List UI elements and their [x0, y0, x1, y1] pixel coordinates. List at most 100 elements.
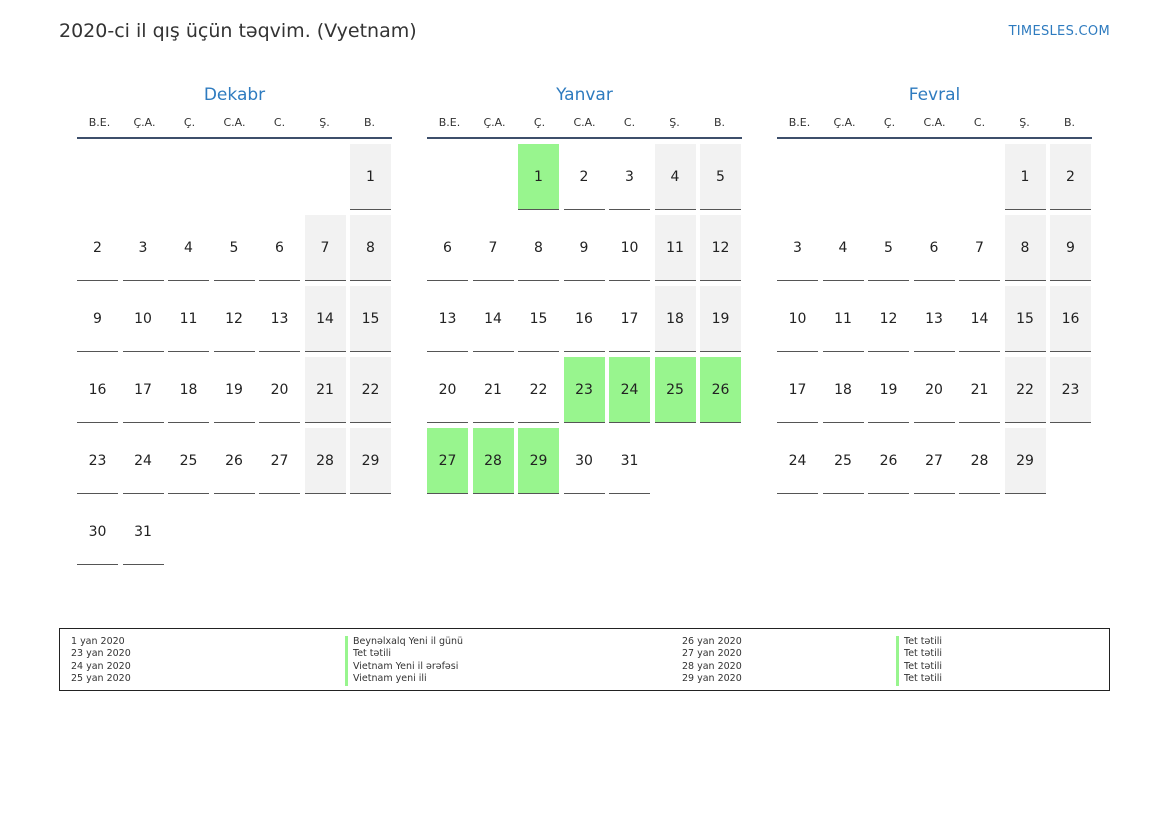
day-cell[interactable]: 15 — [518, 286, 559, 352]
day-cell[interactable]: 26 — [213, 428, 255, 494]
day-cell[interactable]: 24 — [609, 357, 650, 423]
day-cell[interactable]: 31 — [122, 499, 164, 565]
day-cell[interactable]: 7 — [472, 215, 514, 281]
day-cell[interactable]: 12 — [700, 215, 741, 281]
day-cell[interactable]: 21 — [304, 357, 346, 423]
empty-cell — [959, 144, 1000, 210]
day-cell[interactable]: 30 — [77, 499, 118, 565]
day-cell[interactable]: 1 — [518, 144, 559, 210]
day-cell[interactable]: 20 — [913, 357, 955, 423]
day-cell[interactable]: 5 — [700, 144, 741, 210]
legend-holiday-name: Tet tətili — [896, 648, 942, 661]
day-cell[interactable]: 25 — [168, 428, 209, 494]
day-cell[interactable]: 13 — [913, 286, 955, 352]
day-cell[interactable]: 28 — [304, 428, 346, 494]
day-cell[interactable]: 24 — [122, 428, 164, 494]
day-cell[interactable]: 23 — [77, 428, 118, 494]
day-cell[interactable]: 12 — [213, 286, 255, 352]
day-cell[interactable]: 17 — [777, 357, 818, 423]
day-cell[interactable]: 19 — [213, 357, 255, 423]
day-cell[interactable]: 18 — [168, 357, 209, 423]
day-cell[interactable]: 3 — [777, 215, 818, 281]
day-cell[interactable]: 20 — [427, 357, 468, 423]
day-cell[interactable]: 28 — [472, 428, 514, 494]
day-cell[interactable]: 26 — [868, 428, 909, 494]
day-cell[interactable]: 29 — [1004, 428, 1046, 494]
day-cell[interactable]: 20 — [259, 357, 300, 423]
day-cell[interactable]: 21 — [959, 357, 1000, 423]
day-cell[interactable]: 10 — [777, 286, 818, 352]
day-cell[interactable]: 4 — [654, 144, 696, 210]
day-cell[interactable]: 1 — [1004, 144, 1046, 210]
day-cell[interactable]: 8 — [518, 215, 559, 281]
day-cell[interactable]: 13 — [259, 286, 300, 352]
day-cell[interactable]: 29 — [350, 428, 391, 494]
day-cell[interactable]: 15 — [1004, 286, 1046, 352]
legend-dates-left: 1 yan 2020 23 yan 2020 24 yan 2020 25 yan 2… — [71, 636, 131, 686]
day-cell[interactable]: 16 — [77, 357, 118, 423]
day-cell[interactable]: 2 — [563, 144, 605, 210]
day-cell[interactable]: 9 — [563, 215, 605, 281]
site-link[interactable]: TIMESLES.COM — [1008, 24, 1110, 39]
day-cell[interactable]: 25 — [654, 357, 696, 423]
day-cell[interactable]: 2 — [1050, 144, 1091, 210]
day-cell[interactable]: 23 — [563, 357, 605, 423]
day-cell[interactable]: 11 — [168, 286, 209, 352]
day-cell[interactable]: 11 — [654, 215, 696, 281]
day-cell[interactable]: 8 — [350, 215, 391, 281]
day-cell[interactable]: 4 — [822, 215, 864, 281]
month-calendar: Fevral B.E. Ç.A. Ç. C.A. C. Ş. B. 1 2 3 4 5 6 7 8 9 10 11 1… — [777, 84, 1092, 494]
day-cell[interactable]: 27 — [427, 428, 468, 494]
day-cell[interactable]: 29 — [518, 428, 559, 494]
day-cell[interactable]: 25 — [822, 428, 864, 494]
legend-date: 26 yan 2020 — [682, 636, 742, 647]
day-cell[interactable]: 16 — [563, 286, 605, 352]
day-cell[interactable]: 11 — [822, 286, 864, 352]
day-cell[interactable]: 12 — [868, 286, 909, 352]
day-cell[interactable]: 21 — [472, 357, 514, 423]
day-cell[interactable]: 22 — [1004, 357, 1046, 423]
day-cell[interactable]: 10 — [609, 215, 650, 281]
day-cell[interactable]: 10 — [122, 286, 164, 352]
day-cell[interactable]: 13 — [427, 286, 468, 352]
day-cell[interactable]: 28 — [959, 428, 1000, 494]
day-cell[interactable]: 1 — [350, 144, 391, 210]
day-cell[interactable]: 19 — [700, 286, 741, 352]
day-cell[interactable]: 7 — [304, 215, 346, 281]
day-cell[interactable]: 6 — [913, 215, 955, 281]
day-cell[interactable]: 31 — [609, 428, 650, 494]
day-cell[interactable]: 6 — [427, 215, 468, 281]
day-cell[interactable]: 9 — [1050, 215, 1091, 281]
day-cell[interactable]: 22 — [350, 357, 391, 423]
day-cell[interactable]: 14 — [304, 286, 346, 352]
day-cell[interactable]: 18 — [822, 357, 864, 423]
day-cell[interactable]: 27 — [913, 428, 955, 494]
day-cell[interactable]: 26 — [700, 357, 741, 423]
day-cell[interactable]: 17 — [122, 357, 164, 423]
day-cell[interactable]: 30 — [563, 428, 605, 494]
day-cell[interactable]: 4 — [168, 215, 209, 281]
day-cell[interactable]: 9 — [77, 286, 118, 352]
empty-cell — [123, 144, 164, 210]
weekday-label: C. — [273, 116, 286, 129]
day-cell[interactable]: 5 — [868, 215, 909, 281]
day-cell[interactable]: 3 — [122, 215, 164, 281]
day-cell[interactable]: 2 — [77, 215, 118, 281]
day-cell[interactable]: 15 — [350, 286, 391, 352]
day-cell[interactable]: 27 — [259, 428, 300, 494]
day-cell[interactable]: 18 — [654, 286, 696, 352]
day-cell[interactable]: 16 — [1050, 286, 1091, 352]
day-cell[interactable]: 3 — [609, 144, 650, 210]
day-cell[interactable]: 24 — [777, 428, 818, 494]
weekday-label: C.A. — [223, 116, 246, 129]
day-cell[interactable]: 17 — [609, 286, 650, 352]
day-cell[interactable]: 23 — [1050, 357, 1091, 423]
day-cell[interactable]: 8 — [1004, 215, 1046, 281]
day-cell[interactable]: 7 — [959, 215, 1000, 281]
day-cell[interactable]: 14 — [959, 286, 1000, 352]
day-cell[interactable]: 22 — [518, 357, 559, 423]
day-cell[interactable]: 19 — [868, 357, 909, 423]
day-cell[interactable]: 5 — [213, 215, 255, 281]
day-cell[interactable]: 14 — [472, 286, 514, 352]
day-cell[interactable]: 6 — [259, 215, 300, 281]
